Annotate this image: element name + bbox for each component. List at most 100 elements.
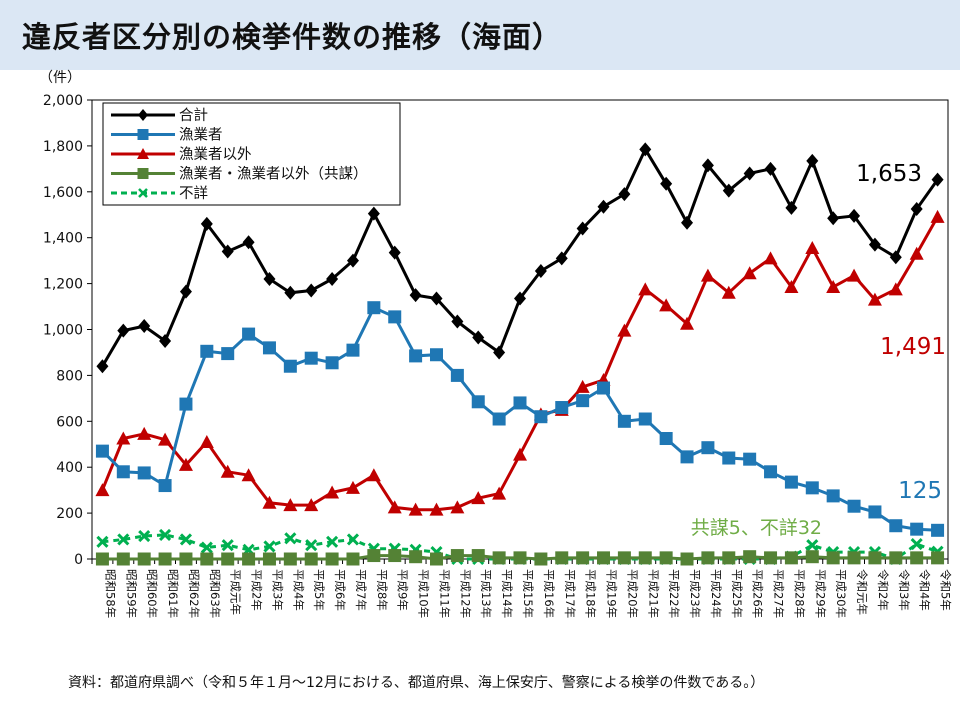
data-point [638,282,653,296]
x-tick-label: 平成30年 [834,569,848,618]
data-point [659,551,673,565]
data-point [493,345,506,360]
data-point [221,552,235,566]
x-tick-label: 平成23年 [688,569,702,618]
data-point [639,142,652,157]
legend-label: 漁業者以外 [179,146,252,163]
annotation-label: 125 [898,478,942,504]
data-point [179,533,193,546]
data-point [472,330,485,345]
data-point [513,396,527,410]
data-point [408,502,423,516]
x-tick-label: 平成16年 [542,569,556,618]
data-point [576,551,590,565]
data-point [158,479,172,493]
x-tick-label: 平成24年 [709,569,723,618]
data-point [262,341,276,355]
data-point [805,550,819,564]
data-point [304,498,319,512]
data-point [660,176,673,191]
x-tick-label: 昭和60年 [145,569,159,618]
annotation-label: 共謀5、不詳32 [691,517,822,539]
data-point [429,348,443,362]
data-point [513,551,527,565]
data-point [200,541,213,554]
data-point [409,288,422,303]
data-point [179,552,193,566]
legend-marker [137,148,149,159]
data-point [492,486,507,500]
data-point [429,502,444,516]
data-point [617,414,631,428]
data-point [638,551,652,565]
data-point [848,208,861,223]
data-point [450,500,465,514]
data-point [471,491,486,505]
data-point [597,551,611,565]
data-point [910,522,924,536]
data-point [95,552,109,566]
data-point [680,450,694,464]
x-tick-label: 平成25年 [730,569,744,618]
x-tick-label: 平成12年 [458,569,472,618]
legend-item: 不詳 [111,185,208,202]
data-point [701,441,715,455]
data-point [346,552,360,566]
x-tick-label: 平成27年 [772,569,786,618]
data-point [826,280,841,294]
legend-label: 漁業者 [179,127,223,144]
data-point [137,552,151,566]
data-point [514,291,526,306]
x-tick-label: 昭和58年 [103,569,117,618]
data-point [805,481,819,495]
x-tick-label: 平成18年 [584,569,598,618]
y-tick-label: 2,000 [43,93,83,109]
data-point [847,499,861,513]
data-point [867,292,882,306]
x-tick-label: 平成元年 [229,569,243,615]
y-tick-label: 1,600 [43,185,83,201]
data-point [451,314,464,329]
y-tick-label: 600 [56,414,83,430]
x-tick-label: 平成11年 [437,569,451,618]
data-point [889,519,903,533]
data-point [325,485,340,499]
data-point [305,283,318,298]
data-point [263,540,276,553]
data-point [221,347,235,361]
data-point [742,266,757,280]
y-tick-label: 1,800 [43,139,83,155]
data-point [409,349,423,363]
data-point [847,551,861,565]
x-tick-label: 平成13年 [479,569,493,618]
legend-marker [138,109,148,121]
y-tick-label: 1,400 [43,231,83,247]
annotation-label: 1,653 [856,161,922,187]
data-point [555,251,568,266]
data-point [159,333,172,348]
legend-marker [137,129,149,140]
data-point [158,432,173,446]
y-axis-label: （件） [39,70,81,86]
x-tick-label: 平成14年 [500,569,514,618]
data-point [910,551,924,565]
data-point [555,551,569,565]
data-point [931,172,944,187]
data-point [888,282,903,296]
data-point [325,552,339,566]
data-point [221,244,234,259]
x-tick-label: 昭和63年 [208,569,222,618]
data-point [805,241,820,255]
data-point [367,301,381,315]
data-point [701,551,715,565]
x-tick-label: 平成19年 [605,569,619,618]
data-point [806,153,819,168]
data-point [179,284,192,299]
legend-label: 合計 [179,107,208,124]
data-point [326,272,339,287]
data-point [116,465,130,479]
data-point [242,327,256,341]
x-tick-label: 平成10年 [417,569,431,618]
data-point [597,381,611,395]
